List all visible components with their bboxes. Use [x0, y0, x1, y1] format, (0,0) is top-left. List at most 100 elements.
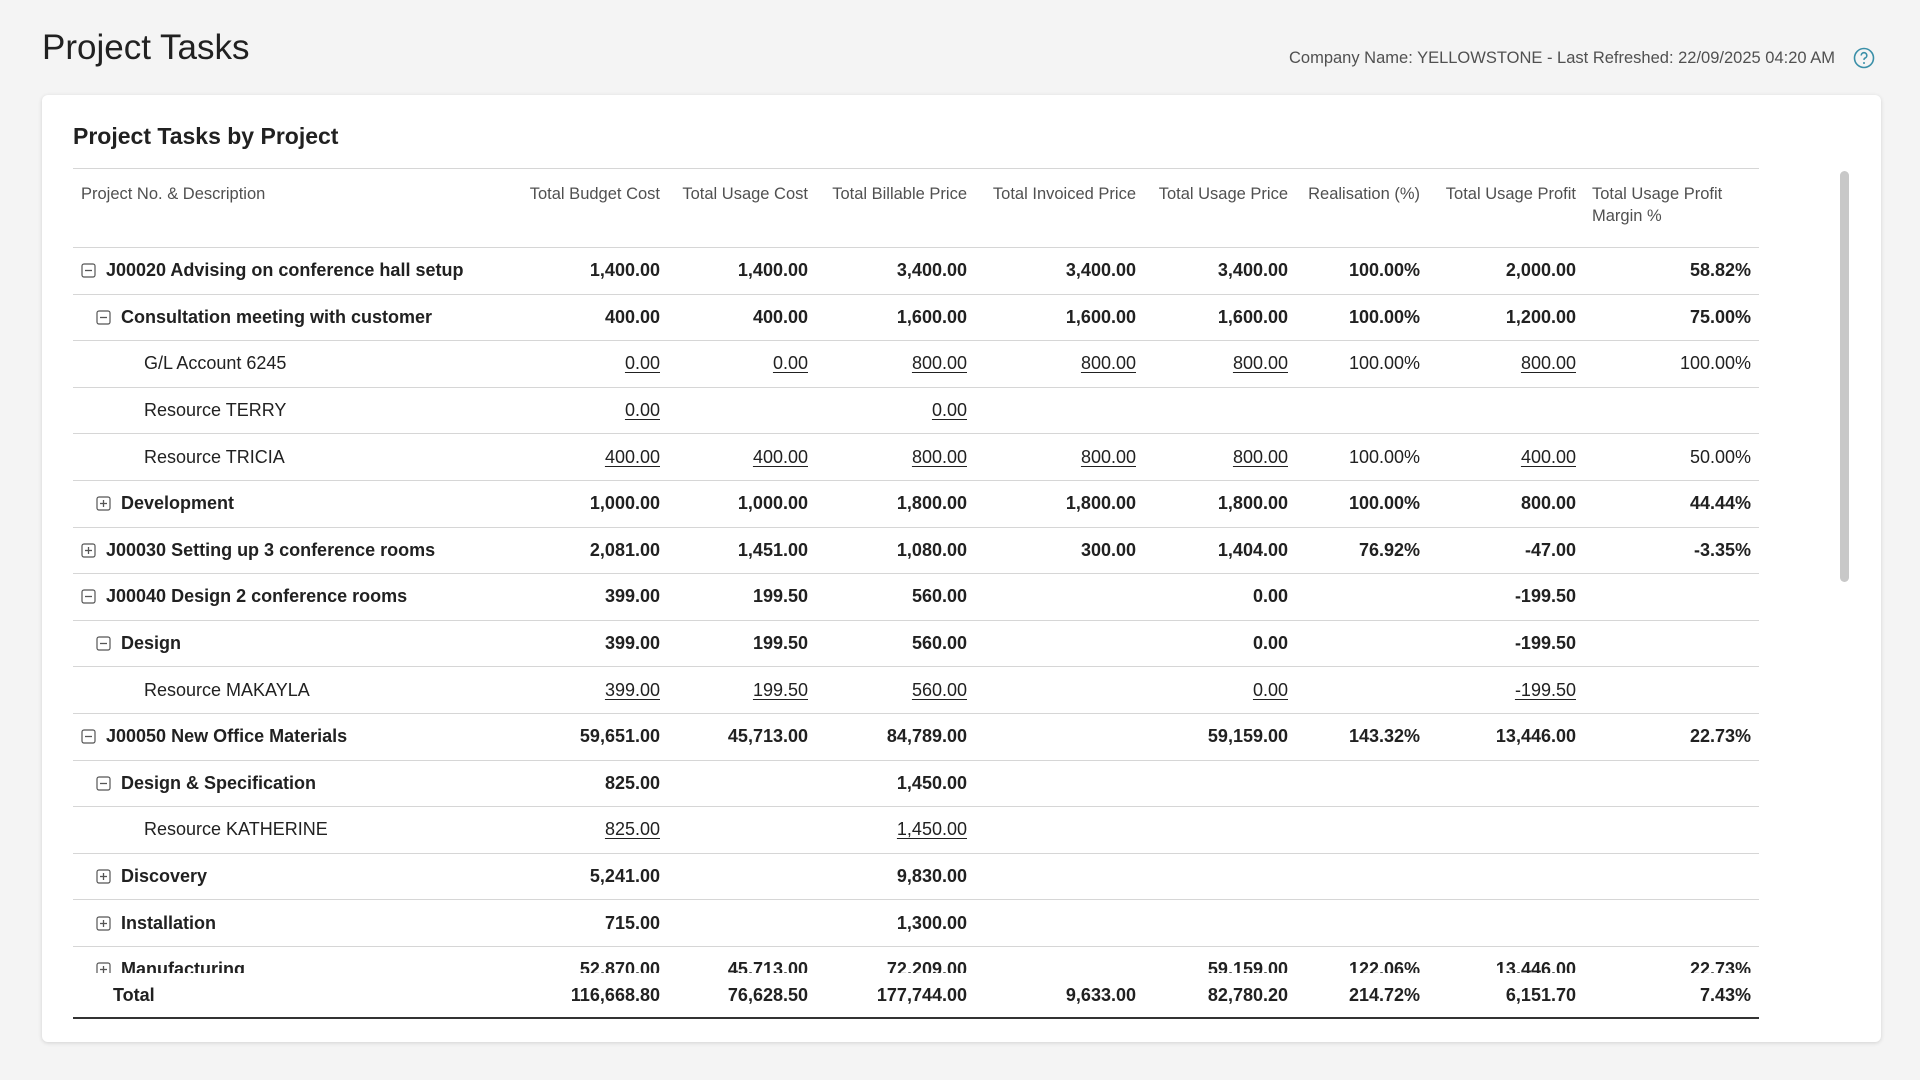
drilldown-link[interactable]: 800.00	[912, 353, 967, 373]
expand-toggle[interactable]	[96, 962, 111, 973]
table-cell: 1,080.00	[808, 540, 967, 561]
table-cell: 1,400.00	[660, 260, 808, 281]
drilldown-link[interactable]: 800.00	[1521, 353, 1576, 373]
task-row: Design399.00199.50560.000.00-199.50	[73, 621, 1759, 668]
table-cell: 1,300.00	[808, 913, 967, 934]
drilldown-link[interactable]: 400.00	[1521, 447, 1576, 467]
table-cell: 400.00	[660, 307, 808, 328]
drilldown-link[interactable]: 800.00	[1081, 353, 1136, 373]
drilldown-link[interactable]: 199.50	[753, 680, 808, 700]
cell-value: 76,628.50	[728, 985, 808, 1005]
collapse-toggle[interactable]	[81, 729, 96, 744]
cell-value: 0.00	[1253, 586, 1288, 606]
cell-value: 22.73%	[1690, 726, 1751, 746]
expand-toggle[interactable]	[96, 869, 111, 884]
cell-value: 50.00%	[1690, 447, 1751, 467]
cell-value: 100.00%	[1349, 493, 1420, 513]
drilldown-link[interactable]: 0.00	[932, 400, 967, 420]
drilldown-link[interactable]: 825.00	[605, 819, 660, 839]
collapse-toggle[interactable]	[96, 636, 111, 651]
table-cell: 143.32%	[1288, 726, 1420, 747]
drilldown-link[interactable]: 800.00	[1081, 447, 1136, 467]
drilldown-link[interactable]: 400.00	[605, 447, 660, 467]
table-cell: 13,446.00	[1420, 959, 1576, 973]
table-cell: Manufacturing	[73, 959, 510, 973]
row-label: J00050 New Office Materials	[106, 726, 347, 747]
table-cell: 800.00	[1420, 493, 1576, 514]
table-cell: 76.92%	[1288, 540, 1420, 561]
cell-value: 72,209.00	[887, 959, 967, 973]
cell-value: 84,789.00	[887, 726, 967, 746]
table-cell: J00020 Advising on conference hall setup	[73, 260, 510, 281]
project-row: J00050 New Office Materials59,651.0045,7…	[73, 714, 1759, 761]
cell-value: 199.50	[753, 586, 808, 606]
cell-value: 59,651.00	[580, 726, 660, 746]
collapse-toggle[interactable]	[96, 310, 111, 325]
table-cell: 1,404.00	[1136, 540, 1288, 561]
task-row: Discovery5,241.009,830.00	[73, 854, 1759, 901]
expand-toggle[interactable]	[81, 543, 96, 558]
cell-value: 116,668.80	[571, 985, 660, 1005]
table-cell: Resource KATHERINE	[73, 819, 510, 840]
table-cell: 3,400.00	[1136, 260, 1288, 281]
cell-value: 75.00%	[1690, 307, 1751, 327]
drilldown-link[interactable]: 399.00	[605, 680, 660, 700]
scrollbar[interactable]	[1840, 171, 1849, 582]
collapse-toggle[interactable]	[81, 263, 96, 278]
drilldown-link[interactable]: 0.00	[625, 400, 660, 420]
cell-value: 300.00	[1081, 540, 1136, 560]
table-cell: 44.44%	[1576, 493, 1759, 514]
collapse-toggle[interactable]	[96, 776, 111, 791]
drilldown-link[interactable]: 1,450.00	[897, 819, 967, 839]
cell-value: 400.00	[605, 307, 660, 327]
drilldown-link[interactable]: 800.00	[1233, 353, 1288, 373]
cell-value: 1,600.00	[1218, 307, 1288, 327]
drilldown-link[interactable]: 560.00	[912, 680, 967, 700]
column-header: Total Invoiced Price	[993, 185, 1136, 203]
line-row: Resource TERRY 0.00 0.00	[73, 388, 1759, 435]
table-cell: 825.00	[510, 773, 660, 794]
cell-value: 1,600.00	[1066, 307, 1136, 327]
cell-value: 9,830.00	[897, 866, 967, 886]
cell-value: -3.35%	[1694, 540, 1751, 560]
cell-value: 45,713.00	[728, 959, 808, 973]
row-label: Total	[113, 985, 155, 1006]
collapse-toggle[interactable]	[81, 589, 96, 604]
cell-value: 3,400.00	[897, 260, 967, 280]
table-cell: Development	[73, 493, 510, 514]
cell-value: 1,000.00	[738, 493, 808, 513]
row-label: Resource KATHERINE	[144, 819, 328, 840]
drilldown-link[interactable]: 0.00	[773, 353, 808, 373]
table-cell: -199.50	[1420, 680, 1576, 701]
table-cell: 0.00	[510, 400, 660, 421]
drilldown-link[interactable]: 0.00	[1253, 680, 1288, 700]
column-header: Project No. & Description	[81, 183, 265, 205]
table-cell: 1,600.00	[808, 307, 967, 328]
table-cell: 177,744.00	[808, 985, 967, 1006]
drilldown-link[interactable]: 0.00	[625, 353, 660, 373]
expand-toggle[interactable]	[96, 496, 111, 511]
table-cell: 560.00	[808, 680, 967, 701]
table-cell: 825.00	[510, 819, 660, 840]
expand-toggle[interactable]	[96, 916, 111, 931]
drilldown-link[interactable]: 800.00	[912, 447, 967, 467]
table-cell: 2,000.00	[1420, 260, 1576, 281]
table-cell: Design	[73, 633, 510, 654]
column-header: Total Usage Cost	[682, 185, 808, 203]
table-cell: Resource TERRY	[73, 400, 510, 421]
table-cell: 1,200.00	[1420, 307, 1576, 328]
drilldown-link[interactable]: 400.00	[753, 447, 808, 467]
table-cell: 59,159.00	[1136, 959, 1288, 973]
table-cell: 400.00	[510, 307, 660, 328]
table-cell: 9,830.00	[808, 866, 967, 887]
cell-value: 1,200.00	[1506, 307, 1576, 327]
help-icon[interactable]	[1852, 46, 1876, 70]
cell-value: 1,451.00	[738, 540, 808, 560]
table-cell: 0.00	[808, 400, 967, 421]
drilldown-link[interactable]: -199.50	[1515, 680, 1576, 700]
cell-value: 122.06%	[1349, 959, 1420, 973]
cell-value: 22.73%	[1690, 959, 1751, 973]
table-cell: Project No. & Description	[73, 183, 510, 205]
table-cell: 800.00	[808, 447, 967, 468]
drilldown-link[interactable]: 800.00	[1233, 447, 1288, 467]
